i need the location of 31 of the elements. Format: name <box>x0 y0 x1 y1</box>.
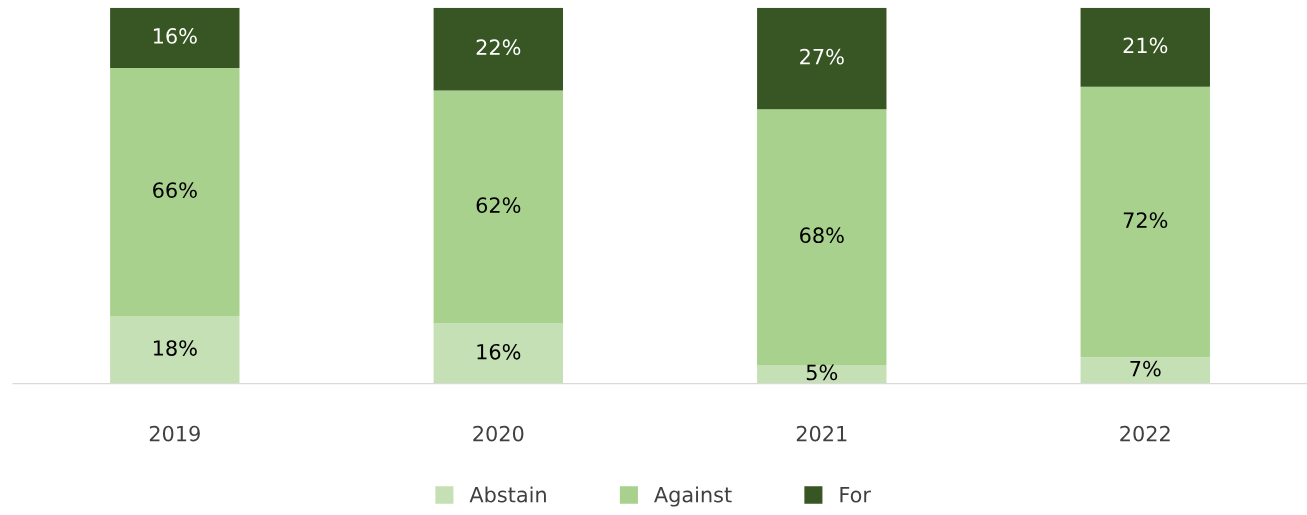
x-tick-label: 2019 <box>149 425 200 442</box>
bar <box>1080 86 1210 358</box>
bar <box>757 109 887 365</box>
data-label: 62% <box>476 197 521 214</box>
data-label: 72% <box>1123 212 1168 229</box>
data-label: 68% <box>800 227 844 244</box>
legend-label: For <box>840 487 871 503</box>
bar <box>110 7 240 68</box>
data-label: 21% <box>1123 37 1168 54</box>
data-label: 16% <box>477 343 521 360</box>
data-label: 7% <box>1130 360 1161 377</box>
data-label: 16% <box>153 28 197 44</box>
bar <box>433 90 563 324</box>
bar <box>1080 357 1210 384</box>
bar <box>433 323 563 384</box>
bar <box>433 7 563 91</box>
bar <box>757 364 887 384</box>
legend-label: Abstain <box>469 486 546 503</box>
data-label: 66% <box>153 182 197 198</box>
x-tick-label: 2022 <box>1120 425 1170 442</box>
bar <box>757 7 887 110</box>
data-label: 22% <box>476 39 521 56</box>
x-tick-label: 2020 <box>473 425 524 442</box>
bar <box>110 316 240 384</box>
bar <box>110 67 240 316</box>
data-label: 5% <box>806 364 838 381</box>
x-tick-label: 2021 <box>796 425 847 442</box>
bar <box>1080 7 1210 87</box>
data-label: 27% <box>800 48 844 65</box>
data-label: 18% <box>153 340 197 356</box>
legend-label: Against <box>654 486 732 507</box>
